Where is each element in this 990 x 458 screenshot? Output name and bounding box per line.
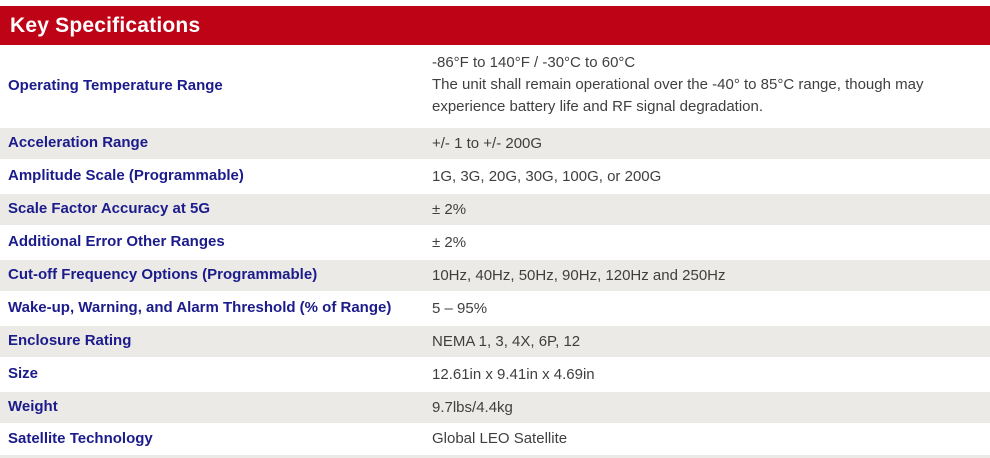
table-row: Amplitude Scale (Programmable) 1G, 3G, 2…: [0, 161, 990, 194]
spec-value-line: -86°F to 140°F / -30°C to 60°C: [432, 54, 636, 71]
table-row: Acceleration Range +/- 1 to +/- 200G: [0, 128, 990, 161]
spec-label: Operating Temperature Range: [8, 77, 223, 95]
spec-value-note: The unit shall remain operational over t…: [432, 76, 924, 115]
table-row: Additional Error Other Ranges ± 2%: [0, 227, 990, 260]
table-row: Cut-off Frequency Options (Programmable)…: [0, 260, 990, 293]
section-header-bar: Key Specifications: [0, 6, 990, 45]
spec-label: Acceleration Range: [8, 134, 149, 152]
specifications-table: Operating Temperature Range -86°F to 140…: [0, 45, 990, 458]
spec-label: Enclosure Rating: [8, 332, 132, 350]
spec-label: Additional Error Other Ranges: [8, 233, 225, 251]
table-row: Operating Temperature Range -86°F to 140…: [0, 45, 990, 128]
spec-value: 1G, 3G, 20G, 30G, 100G, or 200G: [432, 167, 662, 185]
next-row-partial-strip: [0, 455, 990, 458]
top-margin: [0, 0, 990, 6]
spec-label: Satellite Technology: [8, 429, 153, 447]
spec-value: ± 2%: [432, 200, 467, 218]
spec-value: NEMA 1, 3, 4X, 6P, 12: [432, 332, 581, 350]
spec-label: Cut-off Frequency Options (Programmable): [8, 266, 318, 284]
spec-value: Global LEO Satellite: [432, 430, 568, 447]
spec-value: 12.61in x 9.41in x 4.69in: [432, 365, 595, 383]
spec-value: 5 – 95%: [432, 299, 488, 317]
table-row: Enclosure Rating NEMA 1, 3, 4X, 6P, 12: [0, 326, 990, 359]
spec-label: Scale Factor Accuracy at 5G: [8, 200, 211, 218]
spec-value: 10Hz, 40Hz, 50Hz, 90Hz, 120Hz and 250Hz: [432, 266, 726, 284]
table-row: Size 12.61in x 9.41in x 4.69in: [0, 359, 990, 392]
spec-value: ± 2%: [432, 233, 467, 251]
table-row: Weight 9.7lbs/4.4kg: [0, 392, 990, 425]
section-title: Key Specifications: [10, 13, 201, 37]
table-row: Scale Factor Accuracy at 5G ± 2%: [0, 194, 990, 227]
spec-value: 9.7lbs/4.4kg: [432, 398, 513, 416]
table-row: Satellite Technology Global LEO Satellit…: [0, 425, 990, 455]
spec-label: Size: [8, 365, 39, 383]
spec-label: Amplitude Scale (Programmable): [8, 167, 244, 185]
spec-value: +/- 1 to +/- 200G: [432, 134, 543, 152]
spec-label: Weight: [8, 398, 58, 416]
table-row: Wake-up, Warning, and Alarm Threshold (%…: [0, 293, 990, 326]
spec-label: Wake-up, Warning, and Alarm Threshold (%…: [8, 299, 392, 317]
spec-value: -86°F to 140°F / -30°C to 60°C The unit …: [432, 45, 990, 128]
